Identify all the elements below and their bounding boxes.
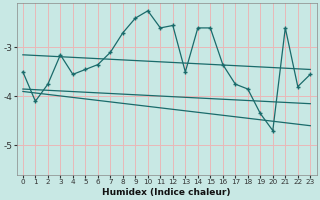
X-axis label: Humidex (Indice chaleur): Humidex (Indice chaleur) [102,188,231,197]
